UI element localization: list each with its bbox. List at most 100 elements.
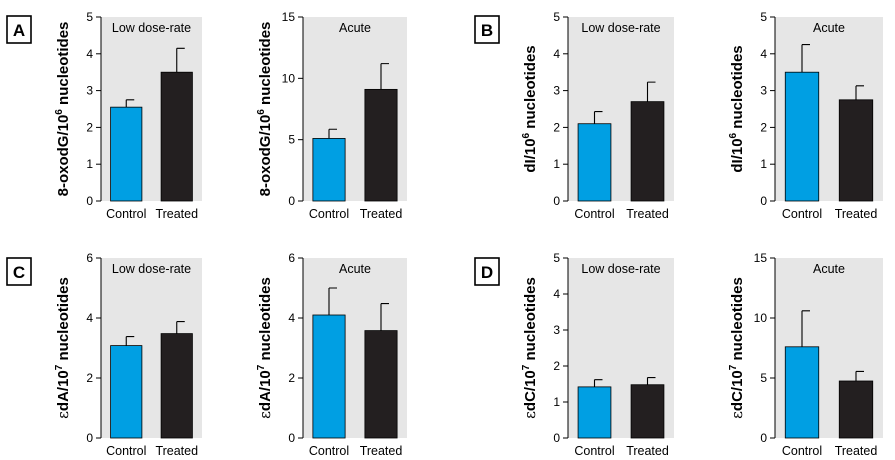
y-tick-label: 0 (86, 431, 93, 445)
y-axis-label-main: dI/10 (522, 138, 539, 172)
y-axis-label-rest: nucleotides (522, 45, 539, 133)
category-label-control: Control (574, 207, 614, 221)
bar-treated (160, 333, 193, 439)
bar-control (784, 71, 820, 202)
chart-title: Low dose-rate (112, 21, 191, 35)
category-label-treated: Treated (835, 207, 878, 221)
y-tick-label: 2 (760, 120, 767, 134)
y-axis-label: 8-oxodG/106 nucleotides (256, 22, 274, 197)
category-label-treated: Treated (835, 444, 878, 458)
error-bar-treated (380, 303, 389, 331)
y-tick-label: 10 (282, 71, 296, 85)
y-tick-label: 4 (553, 47, 560, 61)
y-tick-label: 2 (553, 359, 560, 373)
category-label-treated: Treated (155, 207, 198, 221)
y-axis-label-main: dI/10 (729, 138, 746, 172)
y-axis-label-sup: 7 (256, 364, 267, 370)
y-tick-label: 3 (553, 323, 560, 337)
category-label-control: Control (309, 207, 349, 221)
chart-title: Acute (339, 21, 371, 35)
chart-c-low-dose-rate: Control Treated 0 2 4 6 Low dose-rate εdA/107 n… (54, 251, 202, 458)
y-tick-label: 15 (282, 10, 296, 24)
y-tick-label: 0 (760, 194, 767, 208)
y-axis-label-rest: nucleotides (257, 277, 274, 365)
y-axis-label-main: 8-oxodG/10 (55, 115, 72, 197)
panel-label-c: C (6, 257, 32, 286)
y-axis-label-rest: nucleotides (55, 277, 72, 365)
chart-title: Low dose-rate (581, 21, 660, 35)
error-bar-treated (646, 376, 656, 385)
y-axis-label-main: dC/10 (522, 370, 539, 411)
y-axis-label-rest: nucleotides (729, 45, 746, 133)
y-tick-label: 5 (553, 10, 560, 24)
y-axis-label: εdA/107 nucleotides (256, 277, 274, 419)
bar-control (577, 123, 612, 202)
chart-title: Acute (813, 21, 845, 35)
y-axis-label-sup: 6 (728, 132, 739, 138)
panel-letter-c: C (13, 263, 25, 282)
y-tick-label: 5 (553, 251, 560, 265)
y-axis-label-epsilon: ε (54, 411, 72, 419)
y-axis-label: dI/106 nucleotides (728, 45, 746, 172)
chart-b-low-dose-rate: Control Treated 0 1 2 3 4 5 Low dose-rate dI/106 … (521, 10, 674, 221)
y-axis-label-main: dA/10 (257, 370, 274, 411)
y-tick-label: 10 (754, 311, 768, 325)
y-axis-label: εdC/107 nucleotides (521, 277, 539, 419)
error-bar-control (593, 379, 603, 387)
bar-treated (364, 330, 398, 439)
bar-control (784, 346, 820, 439)
panel-letter-b: B (481, 21, 493, 40)
error-bar-control (801, 44, 810, 73)
y-axis-label-rest: nucleotides (257, 22, 274, 110)
bar-control (110, 345, 143, 439)
y-axis-label: εdA/107 nucleotides (54, 277, 72, 419)
bar-control (577, 386, 612, 439)
error-bar-control (125, 99, 135, 108)
panel-label-d: D (474, 257, 500, 286)
y-axis-label-rest: nucleotides (55, 22, 72, 110)
category-label-treated: Treated (626, 444, 669, 458)
y-tick-label: 0 (760, 431, 767, 445)
y-tick-label: 5 (760, 371, 767, 385)
y-tick-label: 2 (86, 120, 93, 134)
y-axis-label-main: dC/10 (729, 370, 746, 411)
y-axis-label: εdC/107 nucleotides (728, 277, 746, 419)
bar-treated (630, 101, 665, 202)
category-label-control: Control (574, 444, 614, 458)
y-axis-label-epsilon: ε (256, 411, 274, 419)
y-axis-label-sup: 6 (54, 109, 65, 115)
y-tick-label: 0 (553, 194, 560, 208)
y-axis-label: dI/106 nucleotides (521, 45, 539, 172)
bar-control (312, 138, 346, 202)
y-tick-label: 3 (760, 84, 767, 98)
y-axis-label-sup: 6 (256, 109, 267, 115)
chart-title: Acute (339, 262, 371, 276)
category-label-control: Control (106, 444, 146, 458)
y-tick-label: 1 (760, 157, 767, 171)
category-label-control: Control (106, 207, 146, 221)
y-tick-label: 1 (553, 395, 560, 409)
y-axis-label-sup: 7 (728, 364, 739, 370)
chart-d-low-dose-rate: Control Treated 0 1 2 3 4 5 Low dose-rate εdC/107… (521, 251, 674, 458)
category-label-treated: Treated (155, 444, 198, 458)
error-bar-treated (176, 321, 185, 334)
y-tick-label: 5 (288, 133, 295, 147)
bar-treated (160, 71, 193, 202)
error-bar-control (801, 310, 810, 347)
error-bar-control (125, 336, 135, 346)
chart-title: Acute (813, 262, 845, 276)
y-tick-label: 4 (288, 311, 295, 325)
y-tick-label: 0 (553, 431, 560, 445)
y-tick-label: 15 (754, 251, 768, 265)
y-axis-label: 8-oxodG/106 nucleotides (54, 22, 72, 197)
y-axis-label-main: 8-oxodG/10 (257, 115, 274, 197)
y-tick-label: 3 (553, 84, 560, 98)
bar-treated (838, 380, 874, 439)
category-label-treated: Treated (360, 207, 403, 221)
bar-treated (838, 99, 874, 202)
y-tick-label: 0 (86, 194, 93, 208)
y-tick-label: 1 (86, 157, 93, 171)
panel-letter-a: A (13, 21, 25, 40)
chart-a-acute: Control Treated 0 5 10 15 Acute 8-oxodG/106 nuc… (256, 10, 407, 221)
